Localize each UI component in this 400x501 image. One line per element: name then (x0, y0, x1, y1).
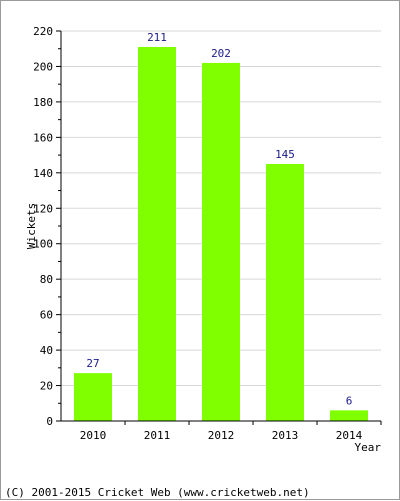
y-tick-label: 100 (33, 238, 53, 251)
x-tick-label: 2010 (80, 429, 107, 442)
y-tick-label: 220 (33, 25, 53, 38)
y-tick-label: 0 (46, 415, 53, 428)
bar-value-label: 145 (275, 148, 295, 161)
y-tick-label: 200 (33, 60, 53, 73)
bar (202, 62, 240, 422)
bar (330, 410, 368, 421)
y-tick-label: 160 (33, 131, 53, 144)
y-tick-label: 80 (40, 273, 53, 286)
bar-value-label: 6 (346, 394, 353, 407)
bar-value-label: 211 (147, 31, 167, 44)
y-tick-label: 140 (33, 167, 53, 180)
y-tick-label: 20 (40, 380, 53, 393)
bar (266, 163, 304, 422)
x-tick-label: 2013 (272, 429, 299, 442)
bar-value-label: 202 (211, 47, 231, 60)
bar-value-label: 27 (86, 357, 99, 370)
y-axis-label: Wickets (25, 203, 38, 249)
axes (56, 30, 382, 425)
y-tick-label: 40 (40, 344, 53, 357)
bar (138, 46, 176, 422)
x-tick-label: 2012 (208, 429, 235, 442)
y-tick-label: 180 (33, 96, 53, 109)
bar (74, 373, 112, 421)
y-tick-label: 120 (33, 202, 53, 215)
y-tick-label: 60 (40, 309, 53, 322)
x-tick-label: 2011 (144, 429, 171, 442)
x-axis-label: Year (355, 441, 382, 454)
copyright-footer: (C) 2001-2015 Cricket Web (www.cricketwe… (5, 486, 310, 499)
x-tick-label: 2014 (336, 429, 363, 442)
labels: 0 20 40 60 80 100 120 140 160 180 200 220 27 2010 211 2… (33, 25, 362, 442)
bars (74, 46, 368, 422)
